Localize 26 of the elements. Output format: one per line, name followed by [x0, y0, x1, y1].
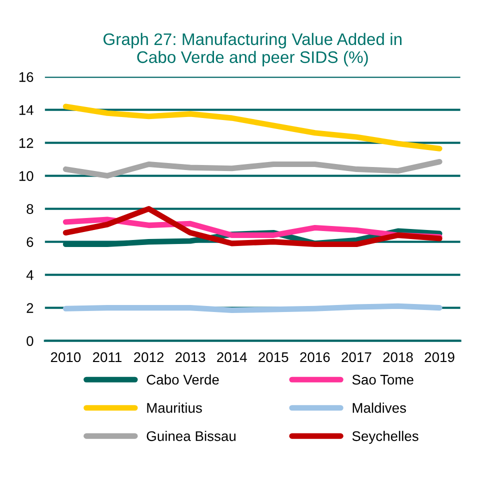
- y-tick-label: 8: [26, 204, 34, 214]
- y-tick-label: 16: [19, 72, 34, 82]
- x-tick-label: 2010: [50, 352, 81, 362]
- y-tick-label: 0: [26, 336, 34, 346]
- y-tick-label: 4: [26, 270, 34, 280]
- x-tick-label: 2019: [424, 352, 454, 362]
- x-tick-label: 2018: [383, 352, 413, 362]
- y-tick-label: 12: [19, 138, 34, 148]
- legend-label: Seychelles: [352, 430, 418, 444]
- legend-label: Mauritius: [147, 402, 202, 413]
- y-tick-label: 14: [19, 105, 34, 115]
- chart-title: Graph 27: Manufacturing Value Added in Cabo Verde and peer SIDS (%): [104, 32, 402, 66]
- y-tick-label: 2: [26, 303, 34, 313]
- legend-label: Guinea Bissau: [146, 430, 236, 442]
- y-tick-label: 6: [26, 237, 34, 247]
- x-tick-label: 2014: [217, 352, 247, 362]
- x-tick-label: 2015: [258, 352, 288, 362]
- legend-label: Cabo Verde: [146, 374, 219, 385]
- legend-label: Sao Tome: [352, 374, 414, 385]
- x-tick-label: 2011: [92, 352, 122, 362]
- x-tick-label: 2012: [134, 352, 164, 362]
- y-tick-label: 10: [19, 171, 34, 181]
- x-tick-label: 2016: [300, 352, 330, 362]
- x-tick-label: 2013: [176, 352, 206, 362]
- legend-label: Maldives: [352, 402, 406, 413]
- x-tick-label: 2017: [342, 352, 372, 362]
